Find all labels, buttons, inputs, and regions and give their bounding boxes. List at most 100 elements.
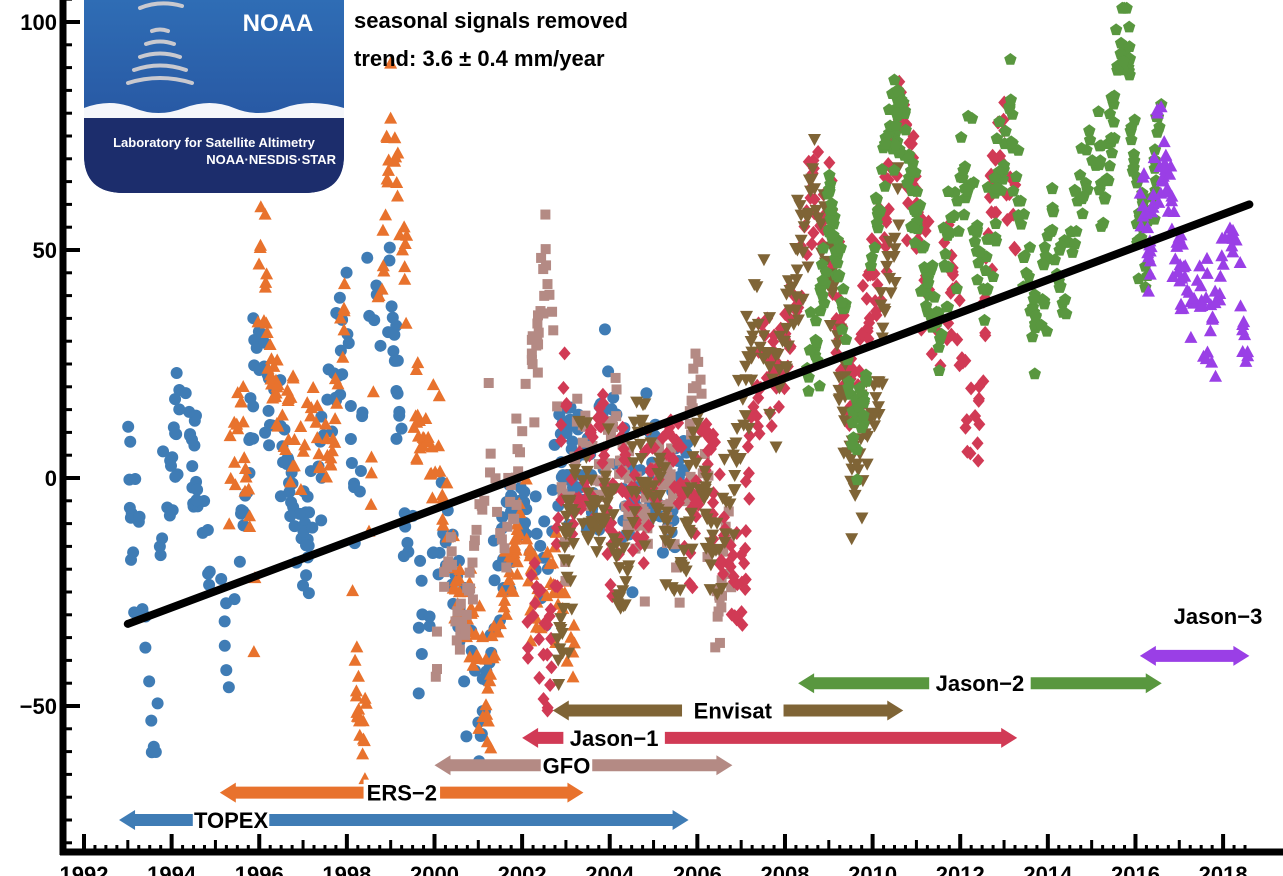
data-point: [400, 228, 414, 241]
data-point: [511, 413, 522, 424]
data-point: [928, 290, 941, 303]
data-point: [402, 545, 415, 558]
data-point: [521, 641, 534, 656]
data-point: [1092, 105, 1105, 117]
data-point: [769, 441, 783, 454]
data-point: [891, 106, 904, 119]
data-point: [607, 391, 620, 404]
data-point: [704, 517, 718, 530]
data-point: [727, 569, 740, 584]
data-point: [464, 567, 475, 578]
x-tick-label: 2016: [1111, 862, 1160, 876]
data-point: [652, 457, 666, 470]
data-point: [529, 417, 540, 428]
data-point: [123, 501, 136, 514]
data-point: [746, 330, 760, 343]
data-point: [584, 474, 598, 487]
logo-line2: NOAA·NESDIS·STAR: [206, 152, 336, 167]
data-point: [388, 328, 401, 341]
data-point: [388, 131, 402, 144]
data-point: [467, 557, 478, 568]
data-point: [672, 482, 685, 497]
data-point: [726, 440, 740, 453]
data-point: [942, 185, 955, 197]
data-point: [555, 433, 568, 448]
data-point: [436, 491, 450, 504]
data-point: [381, 163, 395, 176]
data-point: [349, 684, 363, 697]
data-point: [876, 322, 890, 335]
data-point: [892, 219, 906, 232]
data-point: [391, 146, 405, 159]
data-point: [358, 691, 372, 704]
data-point: [560, 495, 574, 508]
data-point: [611, 384, 622, 395]
data-point: [1161, 204, 1175, 217]
data-point: [922, 276, 935, 289]
data-point: [552, 511, 565, 526]
satellite-icon: [126, 1, 194, 85]
data-point: [425, 491, 439, 504]
data-point: [1027, 292, 1040, 305]
data-point: [243, 509, 257, 522]
data-point: [285, 496, 298, 509]
mission-label-bg: [929, 670, 1031, 697]
data-point: [863, 311, 876, 326]
data-point: [298, 438, 312, 451]
data-point: [1133, 186, 1147, 199]
data-point: [445, 532, 456, 543]
data-point: [1136, 199, 1150, 212]
data-point: [457, 616, 468, 627]
data-point: [856, 396, 869, 408]
data-point: [860, 291, 873, 306]
data-point: [397, 220, 411, 233]
data-point: [455, 598, 466, 609]
data-point: [302, 587, 315, 600]
data-point: [234, 395, 248, 408]
data-point: [866, 267, 879, 282]
data-point: [848, 489, 862, 502]
x-tick-label: 1998: [322, 862, 371, 876]
data-point: [277, 456, 290, 469]
data-point: [526, 348, 537, 359]
data-point: [965, 112, 979, 124]
data-point: [644, 437, 658, 450]
data-point: [1147, 151, 1161, 164]
data-point: [411, 429, 425, 442]
data-point: [716, 575, 727, 586]
logo-wave: [84, 103, 344, 120]
data-point: [800, 212, 814, 225]
data-point: [804, 306, 817, 318]
data-point: [350, 640, 364, 653]
data-point: [304, 409, 318, 422]
data-point: [972, 256, 985, 269]
data-point: [625, 441, 639, 454]
data-point: [476, 710, 490, 723]
data-point: [508, 540, 522, 553]
data-point: [282, 432, 296, 445]
data-point: [145, 714, 158, 727]
data-point: [719, 528, 733, 541]
data-point: [179, 387, 192, 400]
data-point: [842, 380, 855, 393]
data-point: [275, 408, 289, 421]
data-point: [495, 585, 509, 598]
mission-label: TOPEX: [194, 808, 269, 833]
data-point: [567, 618, 581, 631]
data-point: [540, 545, 554, 558]
annotation-trend: trend: 3.6 ± 0.4 mm/year: [354, 46, 605, 71]
data-point: [391, 354, 404, 367]
data-point: [517, 426, 528, 437]
data-point: [882, 202, 895, 217]
data-point: [971, 436, 984, 451]
data-point: [856, 278, 869, 293]
data-point: [604, 577, 617, 592]
data-point: [1012, 210, 1025, 223]
data-point: [1206, 311, 1220, 324]
data-point: [972, 453, 985, 468]
data-point: [443, 556, 454, 567]
data-point: [412, 621, 425, 634]
data-point: [665, 479, 676, 490]
data-point: [306, 521, 319, 534]
data-point: [1093, 183, 1106, 196]
